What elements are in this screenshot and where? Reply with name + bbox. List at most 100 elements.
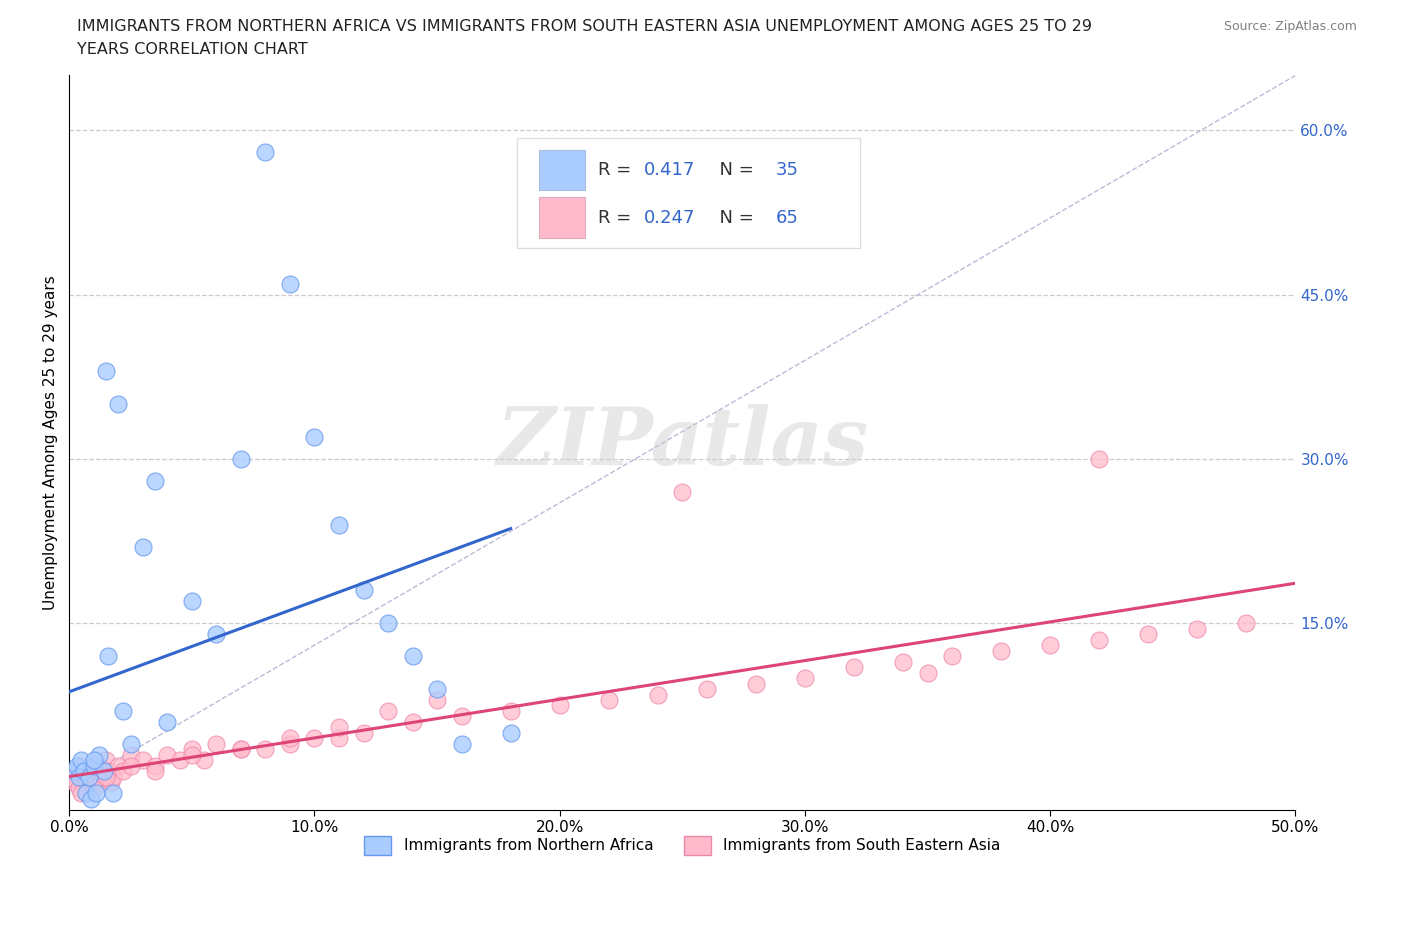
Point (1088, 632, 1111, 647)
Point (120, 748, 142, 763)
Point (77, 764, 100, 778)
Point (93, 769, 115, 784)
Point (103, 769, 125, 784)
Text: 0.417: 0.417 (644, 161, 696, 179)
Point (83, 752, 105, 767)
Point (63, 775, 86, 790)
Point (75, 786, 97, 801)
Point (205, 627, 228, 642)
Point (450, 709, 472, 724)
Point (80, 775, 103, 790)
Point (794, 671, 817, 685)
Point (229, 742, 252, 757)
Text: ZIPatlas: ZIPatlas (496, 404, 869, 481)
Point (107, 397, 129, 412)
FancyBboxPatch shape (517, 138, 860, 248)
Point (891, 654, 914, 669)
Point (132, 539, 155, 554)
Text: N =: N = (709, 208, 759, 227)
Point (90, 775, 112, 790)
Point (180, 748, 202, 763)
Point (377, 616, 399, 631)
Point (353, 725, 375, 740)
Point (65, 758, 87, 773)
Point (70, 758, 93, 773)
Point (941, 649, 963, 664)
Point (647, 687, 669, 702)
Point (598, 693, 620, 708)
Point (70, 752, 93, 767)
Text: R =: R = (598, 208, 637, 227)
Point (84, 786, 107, 801)
Point (401, 649, 423, 664)
Point (1039, 638, 1062, 653)
Point (83, 780, 105, 795)
Text: 65: 65 (776, 208, 799, 227)
Point (229, 742, 252, 757)
Point (426, 693, 449, 708)
Point (745, 676, 768, 691)
Point (377, 703, 399, 718)
Point (80, 791, 103, 806)
Point (94, 752, 117, 767)
Point (93, 764, 115, 778)
Point (70, 786, 93, 801)
Point (143, 473, 166, 488)
Point (254, 145, 277, 160)
Point (83, 769, 105, 784)
Point (100, 775, 122, 790)
Point (328, 720, 350, 735)
Point (499, 725, 522, 740)
Point (1187, 621, 1209, 636)
Bar (538, 150, 585, 191)
Point (97, 764, 120, 778)
Point (94, 364, 117, 379)
Point (278, 731, 301, 746)
Point (73, 769, 96, 784)
Point (63, 764, 86, 778)
Point (75, 775, 97, 790)
Point (842, 659, 865, 674)
Point (84, 758, 107, 773)
Point (83, 758, 105, 773)
Point (304, 731, 326, 746)
Point (278, 276, 301, 291)
Point (97, 649, 120, 664)
Point (426, 682, 449, 697)
Point (328, 517, 350, 532)
Point (156, 714, 179, 729)
Point (107, 758, 129, 773)
Text: 35: 35 (776, 161, 799, 179)
Point (112, 764, 135, 778)
Point (77, 769, 100, 784)
Point (229, 451, 252, 466)
Point (180, 594, 202, 609)
Point (180, 742, 202, 757)
Point (1234, 616, 1257, 631)
Point (65, 764, 87, 778)
Point (73, 764, 96, 778)
Point (60, 769, 83, 784)
Bar (538, 197, 585, 238)
Point (328, 731, 350, 746)
Y-axis label: Unemployment Among Ages 25 to 29 years: Unemployment Among Ages 25 to 29 years (44, 275, 58, 610)
Point (67, 769, 90, 784)
Point (87, 764, 110, 778)
Point (120, 737, 142, 751)
Point (548, 698, 571, 713)
Text: YEARS CORRELATION CHART: YEARS CORRELATION CHART (77, 42, 308, 57)
Point (120, 758, 142, 773)
Point (1088, 451, 1111, 466)
Point (205, 737, 228, 751)
Text: Source: ZipAtlas.com: Source: ZipAtlas.com (1223, 20, 1357, 33)
Point (917, 665, 939, 680)
Point (696, 682, 718, 697)
Point (671, 485, 693, 499)
Point (143, 764, 166, 778)
Point (94, 769, 117, 784)
Point (143, 758, 166, 773)
Point (169, 752, 191, 767)
Point (112, 703, 135, 718)
Point (990, 644, 1012, 658)
Legend: Immigrants from Northern Africa, Immigrants from South Eastern Asia: Immigrants from Northern Africa, Immigra… (357, 830, 1007, 860)
